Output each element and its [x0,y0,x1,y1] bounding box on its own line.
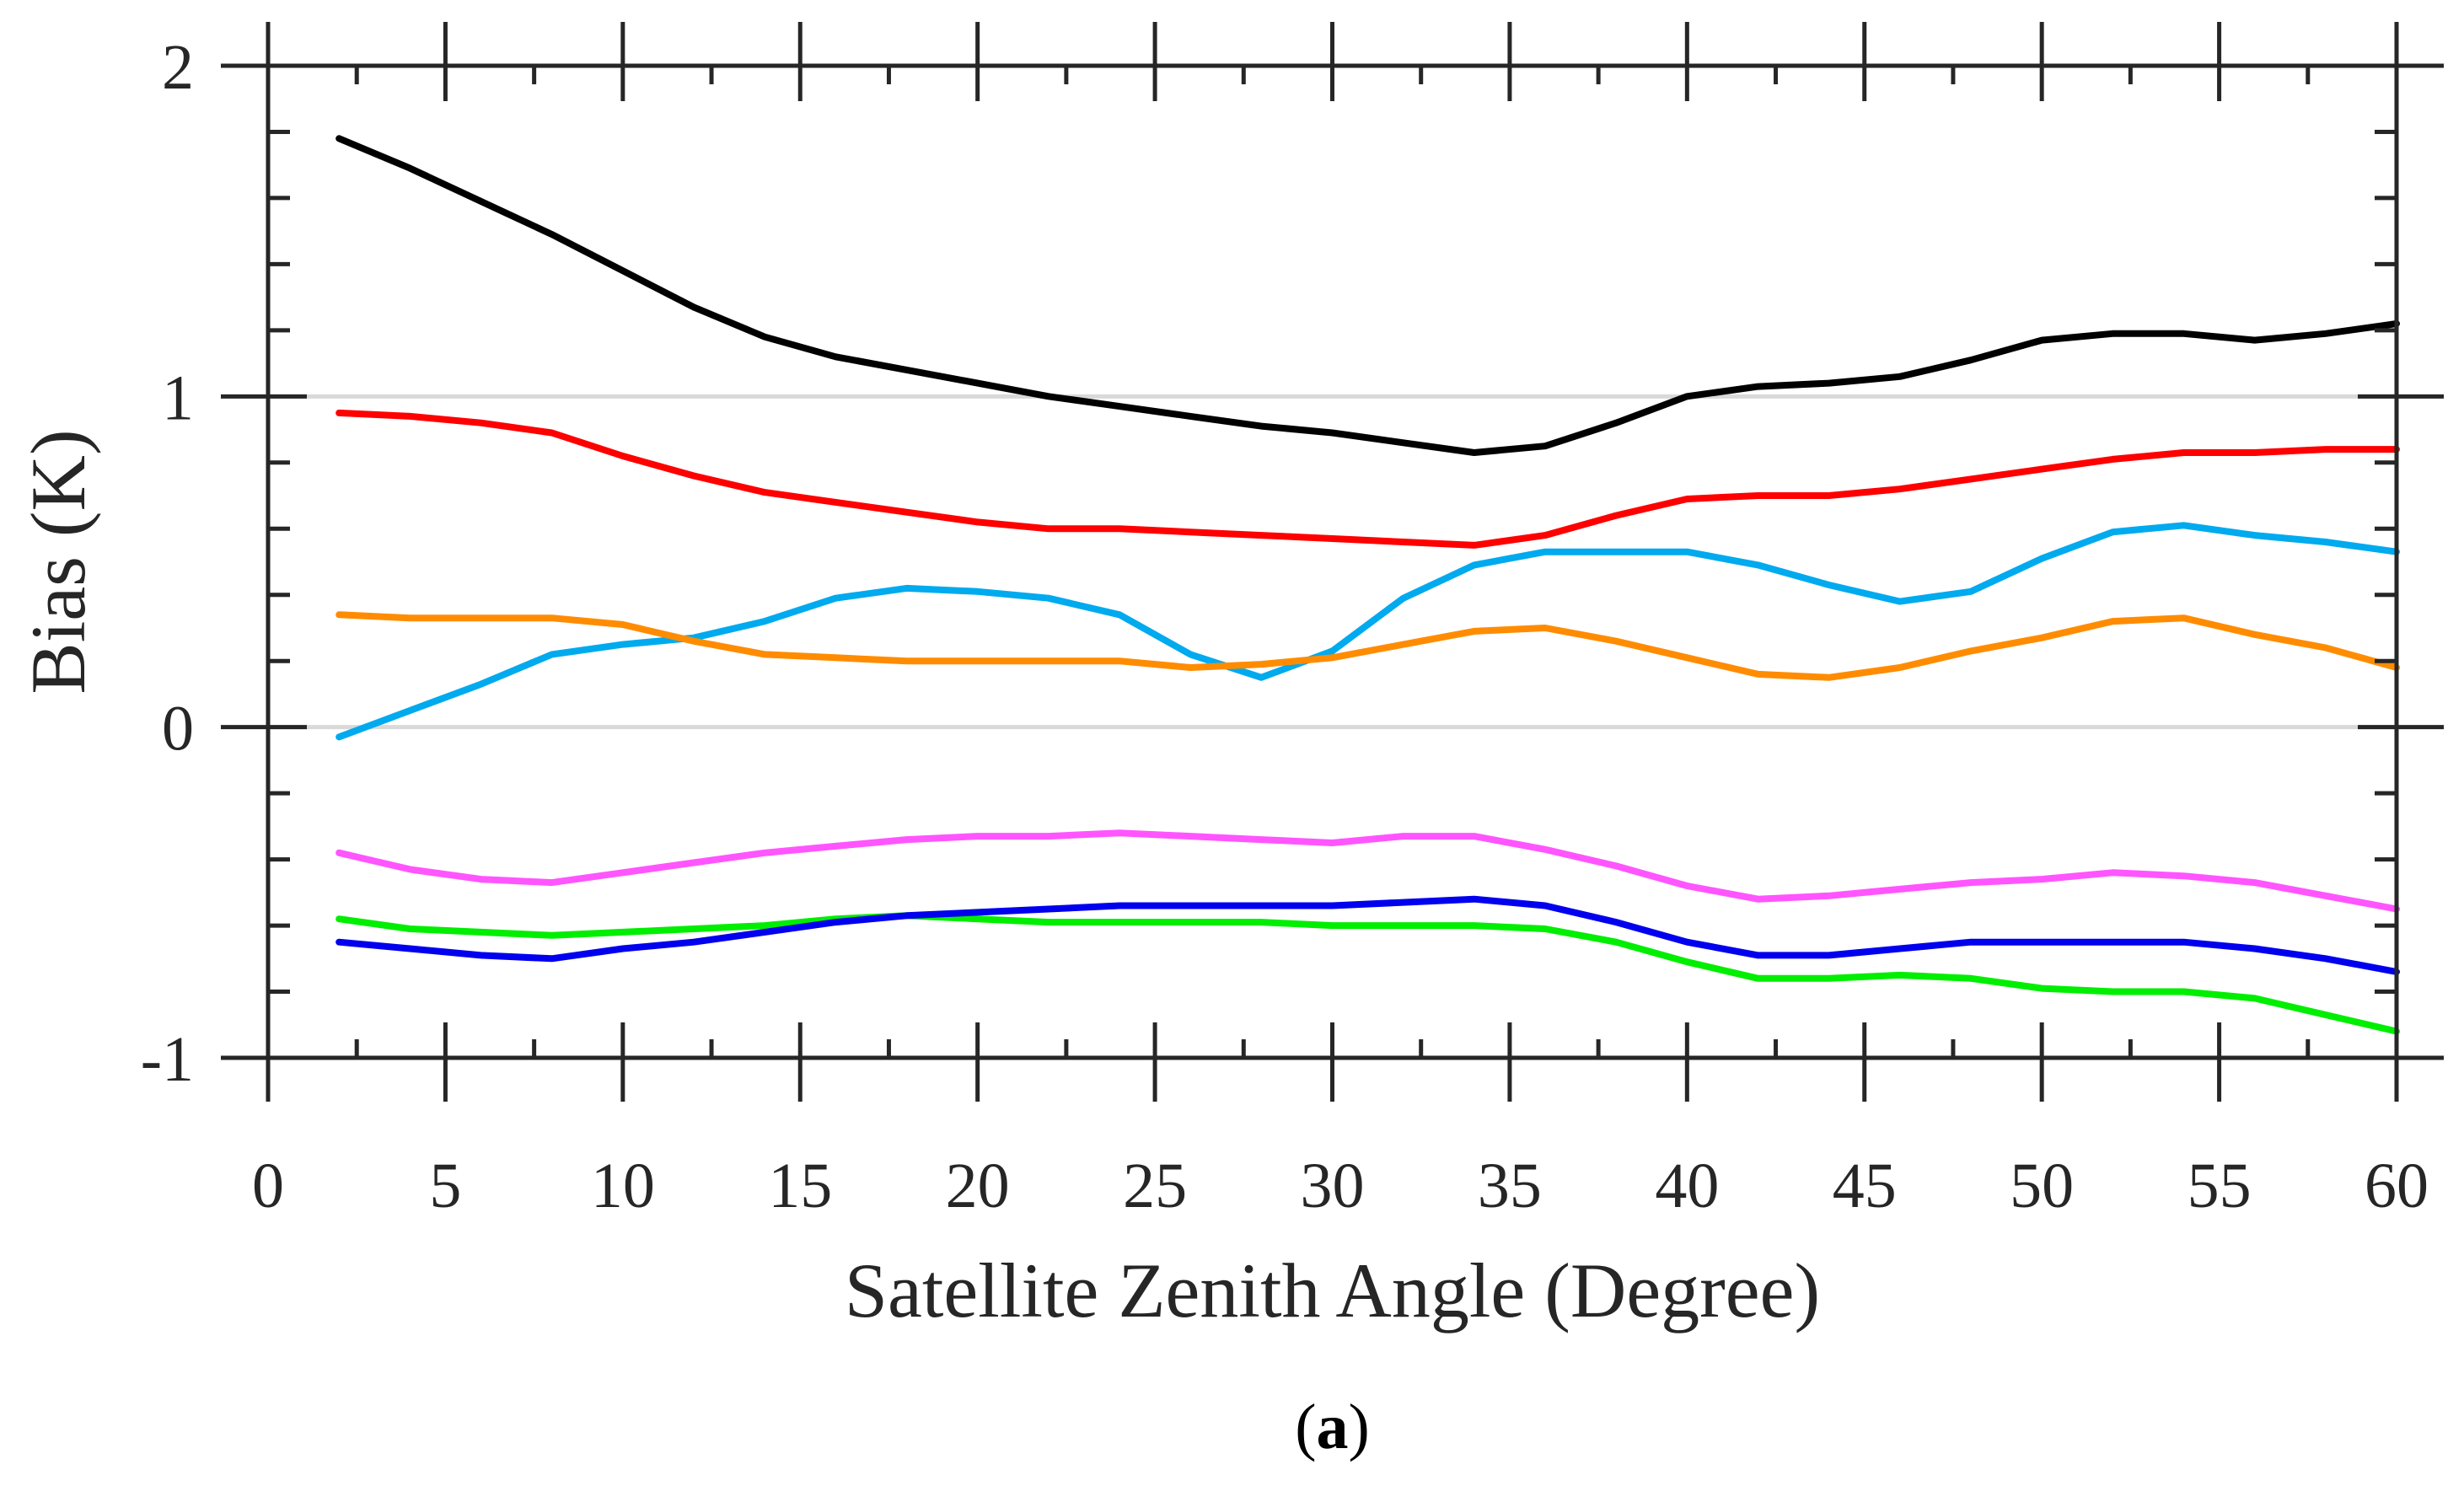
x-tick-label: 30 [1301,1151,1365,1221]
x-tick-label: 5 [429,1151,461,1221]
panel-label-letter: a [1317,1392,1349,1462]
y-tick-label: 2 [162,32,194,103]
panel-label-close: ) [1349,1392,1370,1462]
y-tick-label: 1 [162,362,194,433]
y-axis-title: Bias (K) [15,429,101,694]
y-axis-tick-labels: -1 0 1 2 [141,32,194,1095]
x-tick-label: 45 [1833,1151,1897,1221]
panel-label-open: ( [1295,1392,1316,1462]
x-tick-label: 60 [2365,1151,2429,1221]
series-layer [336,135,2400,1035]
series-line-magenta [336,829,2400,913]
reference-lines [268,394,2397,730]
x-tick-label: 20 [946,1151,1010,1221]
series-line-orange [336,611,2400,681]
series-line-black [336,135,2400,456]
x-axis-title: Satellite Zenith Angle (Degree) [845,1247,1820,1333]
x-tick-label: 25 [1123,1151,1187,1221]
y-tick-label: -1 [141,1024,194,1095]
x-tick-label: 10 [591,1151,655,1221]
y-tick-label: 0 [162,694,194,764]
x-tick-label: 0 [252,1151,284,1221]
x-tick-label: 35 [1478,1151,1542,1221]
x-tick-label: 15 [768,1151,832,1221]
x-tick-label: 50 [2010,1151,2074,1221]
y-axis-ticks [221,63,2444,1060]
series-line-blue [336,895,2400,975]
panel-label: (a) [1295,1392,1370,1462]
series-line-green [336,912,2400,1035]
series-line-red [336,409,2400,549]
x-tick-label: 40 [1655,1151,1719,1221]
x-axis-ticks [266,22,2399,1102]
x-axis-tick-labels: 0 5 10 15 20 25 30 35 40 45 50 55 60 [252,1151,2429,1221]
x-tick-label: 55 [2188,1151,2252,1221]
